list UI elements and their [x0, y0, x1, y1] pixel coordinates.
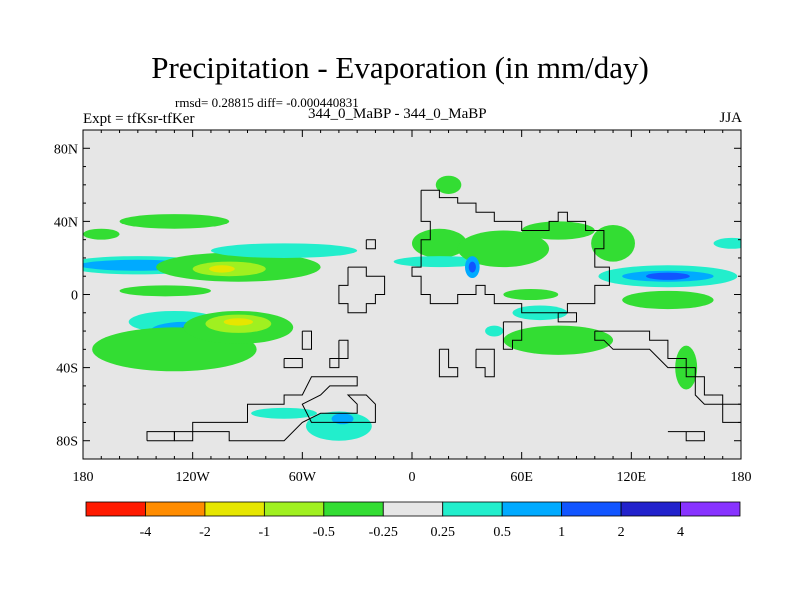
- contour-region: [119, 285, 211, 297]
- contour-region: [468, 261, 476, 273]
- colorbar-box: [680, 501, 741, 517]
- colorbar-label: 0.25: [430, 525, 455, 540]
- colorbar-box: [323, 501, 384, 517]
- y-tick-label: 40N: [54, 215, 78, 230]
- colorbar-labels: -4 -2 -1 -0.5 -0.25 0.25 0.5 1 2 4: [140, 525, 684, 540]
- experiment-label: Expt = tfKsr-tfKer: [83, 111, 195, 127]
- contour-region: [713, 237, 741, 249]
- colorbar-label: -0.5: [313, 525, 335, 540]
- contour-region: [521, 221, 595, 240]
- y-tick-label: 40S: [56, 362, 78, 377]
- y-tick-label: 0: [71, 289, 78, 304]
- colorbar-box: [204, 501, 265, 517]
- contour-region: [119, 214, 230, 229]
- colorbar-box: [501, 501, 563, 517]
- coastline: [502, 321, 523, 350]
- coastlines: [146, 189, 741, 442]
- contour-region: [412, 228, 467, 258]
- colorbar: [85, 501, 741, 517]
- season-label: JJA: [719, 110, 742, 126]
- coastline: [365, 239, 376, 250]
- contour-region: [457, 230, 550, 268]
- coastline: [438, 348, 459, 378]
- coastline: [173, 376, 376, 442]
- contour-region: [591, 225, 635, 262]
- colorbar-box: [620, 501, 681, 517]
- x-axis-labels: 180 120W 60W 0 60E 120E 180: [73, 470, 752, 485]
- stats-text: rmsd= 0.28815 diff= -0.000440831: [175, 95, 359, 110]
- coastline: [283, 358, 303, 369]
- coastline: [146, 431, 175, 442]
- colorbar-box: [145, 501, 206, 517]
- coastline: [338, 266, 386, 314]
- contour-region: [622, 290, 714, 310]
- contour-regions: [83, 175, 741, 441]
- axis-ticks: [82, 130, 742, 459]
- coastline: [329, 339, 349, 369]
- contour-region: [485, 325, 504, 337]
- colorbar-label: 4: [677, 525, 684, 540]
- x-tick-label: 120W: [176, 470, 211, 485]
- colorbar-label: 2: [618, 525, 625, 540]
- colorbar-box: [561, 501, 622, 517]
- contour-region: [305, 411, 372, 441]
- contour-region: [393, 256, 486, 268]
- colorbar-box: [263, 501, 325, 517]
- coastline: [475, 348, 495, 378]
- x-tick-label: 180: [73, 470, 94, 485]
- contour-region: [210, 243, 358, 258]
- x-tick-label: 60W: [289, 470, 317, 485]
- x-tick-label: 180: [731, 470, 752, 485]
- colorbar-label: -1: [259, 525, 271, 540]
- colorbar-label: -0.25: [369, 525, 398, 540]
- coastline: [594, 330, 741, 423]
- colorbar-label: -2: [199, 525, 211, 540]
- colorbar-box: [382, 501, 444, 517]
- contour-region: [209, 265, 235, 273]
- contour-region: [83, 228, 120, 240]
- coastline: [667, 431, 705, 442]
- x-tick-label: 0: [409, 470, 416, 485]
- contour-region: [331, 413, 354, 425]
- coastline: [411, 189, 610, 314]
- case-label: 344_0_MaBP - 344_0_MaBP: [308, 106, 487, 122]
- colorbar-label: -4: [140, 525, 152, 540]
- y-tick-label: 80S: [56, 435, 78, 450]
- colorbar-label: 1: [558, 525, 565, 540]
- contour-region: [251, 407, 317, 419]
- contour-region: [503, 325, 614, 355]
- contour-region: [435, 175, 462, 194]
- contour-region: [503, 289, 559, 300]
- coastline: [301, 330, 312, 350]
- chart-title: Precipitation - Evaporation (in mm/day): [151, 50, 649, 85]
- y-tick-label: 80N: [54, 142, 78, 157]
- contour-region: [223, 318, 253, 326]
- colorbar-box: [442, 501, 503, 517]
- colorbar-box: [85, 501, 146, 517]
- y-axis-labels: 80N 40N 0 40S 80S: [54, 142, 78, 449]
- colorbar-label: 0.5: [493, 525, 511, 540]
- x-tick-label: 120E: [617, 470, 647, 485]
- x-tick-label: 60E: [510, 470, 533, 485]
- coastline: [557, 312, 577, 323]
- contour-region: [645, 272, 690, 280]
